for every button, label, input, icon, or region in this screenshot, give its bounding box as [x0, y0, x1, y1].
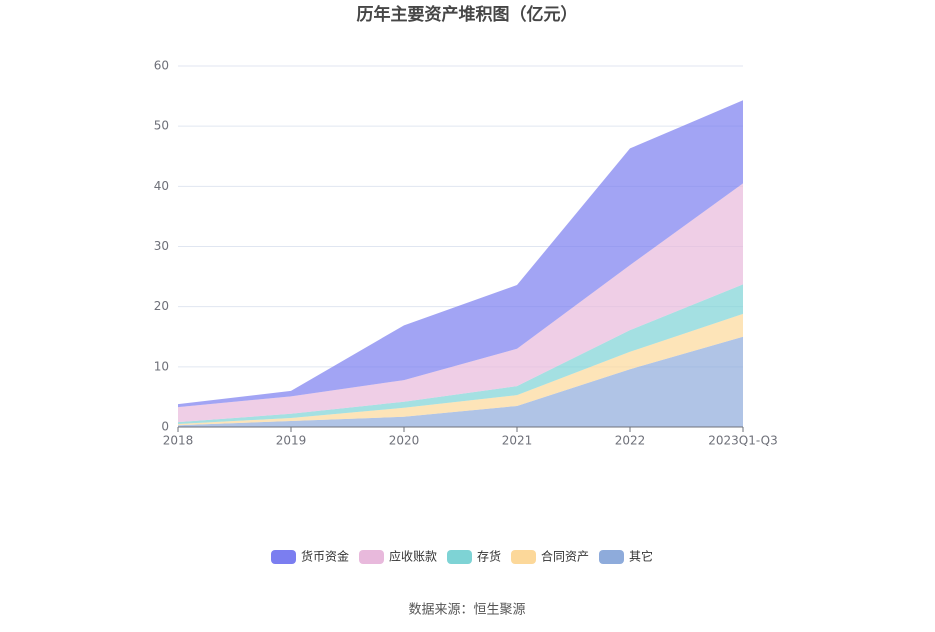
legend-label[interactable]: 应收账款	[389, 549, 437, 564]
area	[178, 183, 743, 423]
y-tick-label: 0	[161, 420, 169, 434]
y-tick-label: 10	[154, 359, 169, 373]
x-tick-label: 2019	[276, 434, 307, 448]
legend-label[interactable]: 合同资产	[541, 549, 589, 564]
legend-swatch[interactable]	[359, 550, 384, 564]
area	[178, 100, 743, 408]
y-tick-label: 60	[154, 59, 169, 73]
area	[178, 284, 743, 424]
y-tick-label: 50	[154, 119, 169, 133]
y-tick-label: 40	[154, 179, 169, 193]
x-tick-label: 2020	[389, 434, 420, 448]
x-tick-label: 2022	[615, 434, 646, 448]
area	[178, 313, 743, 426]
legend-swatch[interactable]	[271, 550, 296, 564]
area	[178, 336, 743, 427]
legend-swatch[interactable]	[447, 550, 472, 564]
legend-label[interactable]: 货币资金	[301, 549, 349, 564]
y-tick-label: 20	[154, 299, 169, 313]
x-tick-label: 2018	[163, 434, 194, 448]
x-tick-label: 2023Q1-Q3	[708, 434, 777, 448]
source-note: 数据来源：恒生聚源	[408, 603, 525, 618]
x-tick-label: 2021	[502, 434, 533, 448]
legend-label[interactable]: 存货	[477, 549, 501, 564]
chart-title: 历年主要资产堆积图（亿元）	[357, 4, 578, 25]
legend-swatch[interactable]	[511, 550, 536, 564]
legend-label[interactable]: 其它	[629, 549, 653, 564]
y-tick-label: 30	[154, 239, 169, 253]
legend-swatch[interactable]	[599, 550, 624, 564]
